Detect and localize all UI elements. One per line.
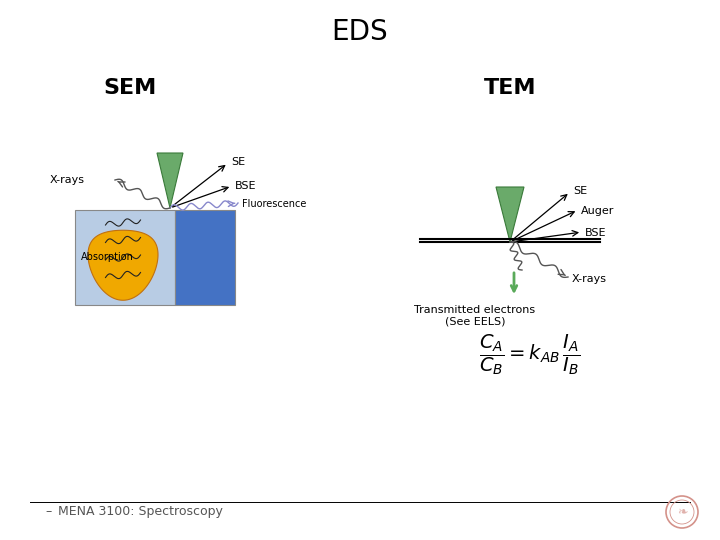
Polygon shape	[496, 187, 524, 242]
Text: MENA 3100: Spectroscopy: MENA 3100: Spectroscopy	[58, 505, 223, 518]
Text: SE: SE	[231, 157, 245, 167]
Text: ❧: ❧	[677, 505, 688, 518]
Text: Auger: Auger	[581, 206, 614, 216]
Text: (See EELS): (See EELS)	[445, 317, 505, 327]
Bar	[175, 210, 235, 305]
Text: SEM: SEM	[104, 78, 157, 98]
Polygon shape	[157, 153, 183, 208]
Text: –: –	[45, 505, 51, 518]
Text: SE: SE	[573, 186, 587, 196]
Text: X-rays: X-rays	[572, 274, 607, 284]
Polygon shape	[88, 230, 158, 300]
Text: Fluorescence: Fluorescence	[242, 199, 307, 209]
Text: BSE: BSE	[585, 228, 606, 238]
Text: $\dfrac{C_A}{C_B} = k_{AB}\,\dfrac{I_A}{I_B}$: $\dfrac{C_A}{C_B} = k_{AB}\,\dfrac{I_A}{…	[480, 333, 580, 377]
Text: Transmitted electrons: Transmitted electrons	[415, 305, 536, 315]
Text: TEM: TEM	[484, 78, 536, 98]
Bar	[75, 210, 175, 305]
Text: X-rays: X-rays	[50, 175, 85, 185]
Text: EDS: EDS	[332, 18, 388, 46]
Text: BSE: BSE	[235, 181, 256, 191]
Text: Absorption: Absorption	[81, 253, 134, 262]
